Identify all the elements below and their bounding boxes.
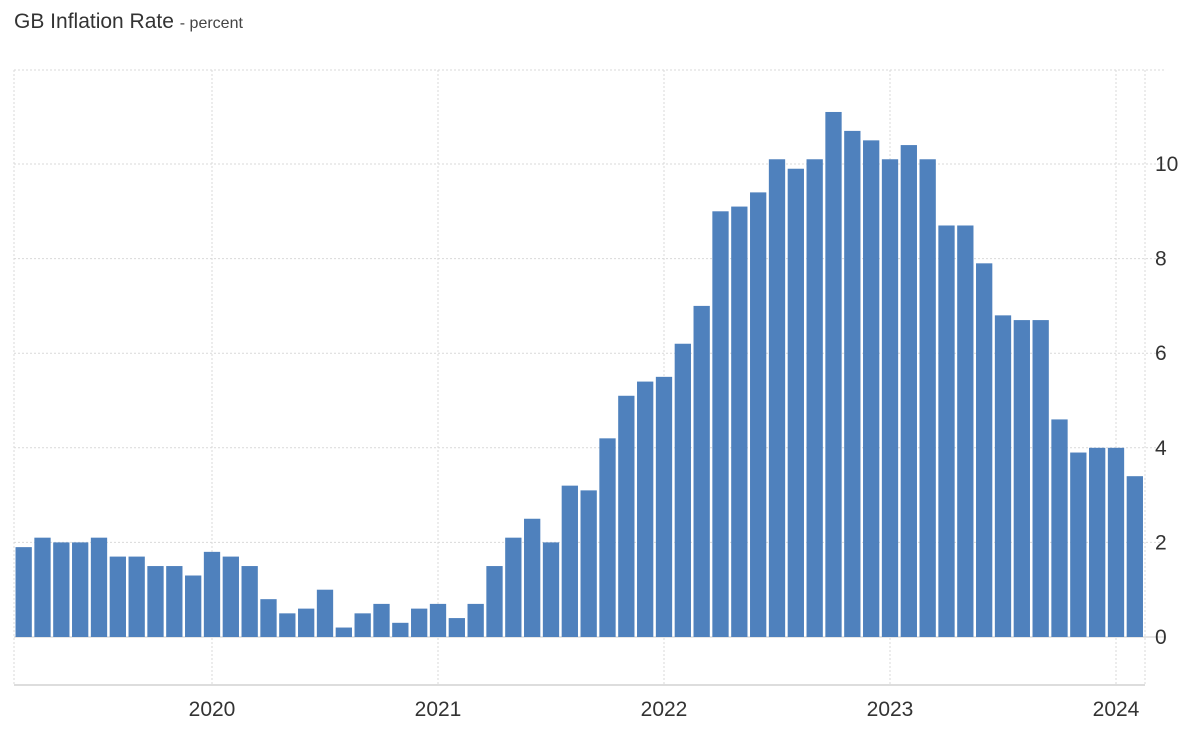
bar[interactable]: [618, 395, 635, 637]
bar[interactable]: [825, 111, 842, 638]
bar[interactable]: [637, 381, 654, 637]
bar[interactable]: [1107, 447, 1125, 637]
bar[interactable]: [373, 603, 390, 637]
bar[interactable]: [147, 566, 164, 637]
bar[interactable]: [505, 537, 522, 637]
y-tick-label: 6: [1155, 342, 1167, 365]
bar[interactable]: [542, 542, 560, 637]
bar[interactable]: [863, 140, 880, 637]
chart-subtitle-text: percent: [189, 15, 243, 32]
bar[interactable]: [844, 130, 861, 637]
bar[interactable]: [561, 485, 578, 637]
bar[interactable]: [411, 608, 428, 637]
y-tick-label: 8: [1155, 248, 1167, 271]
chart-title: GB Inflation Rate - percent: [14, 10, 243, 34]
bar[interactable]: [1051, 419, 1068, 637]
bar[interactable]: [298, 608, 315, 637]
bar[interactable]: [467, 603, 484, 637]
bar[interactable]: [976, 263, 993, 637]
bar[interactable]: [693, 305, 710, 637]
bar[interactable]: [34, 537, 51, 637]
bar[interactable]: [731, 206, 748, 637]
bar[interactable]: [1013, 320, 1030, 637]
x-tick-label: 2021: [415, 698, 462, 721]
bar-layer: [15, 111, 1143, 638]
bar[interactable]: [222, 556, 239, 637]
bar[interactable]: [806, 159, 823, 637]
y-tick-label: 4: [1155, 437, 1167, 460]
bar[interactable]: [919, 159, 936, 637]
bar[interactable]: [279, 613, 296, 637]
bar[interactable]: [316, 589, 334, 637]
bar[interactable]: [486, 566, 503, 637]
bar[interactable]: [241, 566, 258, 637]
bar[interactable]: [674, 343, 691, 637]
bar[interactable]: [1032, 320, 1049, 637]
bar[interactable]: [787, 168, 804, 638]
x-tick-label: 2020: [189, 698, 236, 721]
axis-layer: 0 2 4 6 8 10 2020 2021 2022 2023 2024: [189, 153, 1179, 721]
x-tick-label: 2024: [1093, 698, 1140, 721]
bar[interactable]: [185, 575, 202, 637]
bar[interactable]: [768, 159, 786, 637]
bar[interactable]: [448, 618, 465, 637]
bar[interactable]: [994, 315, 1012, 637]
bar[interactable]: [166, 566, 183, 637]
bar[interactable]: [109, 556, 126, 637]
bar[interactable]: [203, 551, 221, 637]
bar[interactable]: [938, 225, 955, 638]
y-tick-label: 2: [1155, 531, 1167, 554]
bar[interactable]: [599, 438, 616, 637]
bar[interactable]: [260, 599, 277, 637]
bar[interactable]: [900, 145, 917, 637]
bar[interactable]: [655, 376, 673, 637]
bar[interactable]: [580, 490, 597, 637]
bar[interactable]: [354, 613, 371, 637]
x-tick-label: 2022: [641, 698, 688, 721]
bar[interactable]: [90, 537, 108, 637]
bar[interactable]: [429, 603, 447, 637]
y-tick-label: 10: [1155, 153, 1178, 176]
bar[interactable]: [1126, 476, 1143, 637]
bar[interactable]: [524, 518, 541, 637]
bar[interactable]: [957, 225, 974, 638]
bar[interactable]: [15, 547, 32, 637]
bar[interactable]: [881, 159, 899, 637]
bar[interactable]: [392, 622, 409, 637]
bar[interactable]: [1070, 452, 1087, 637]
bar[interactable]: [1089, 447, 1106, 637]
bar[interactable]: [53, 542, 70, 637]
chart-subtitle: - percent: [179, 15, 243, 32]
bar[interactable]: [712, 211, 729, 638]
y-tick-label: 0: [1155, 626, 1167, 649]
bar[interactable]: [128, 556, 145, 637]
bar[interactable]: [335, 627, 352, 637]
bar[interactable]: [72, 542, 89, 637]
chart-title-text: GB Inflation Rate: [14, 10, 174, 33]
x-tick-label: 2023: [867, 698, 914, 721]
bar[interactable]: [750, 192, 767, 637]
